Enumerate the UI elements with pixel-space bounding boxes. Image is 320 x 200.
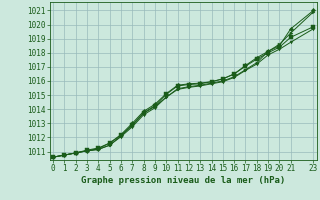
X-axis label: Graphe pression niveau de la mer (hPa): Graphe pression niveau de la mer (hPa) <box>81 176 285 185</box>
